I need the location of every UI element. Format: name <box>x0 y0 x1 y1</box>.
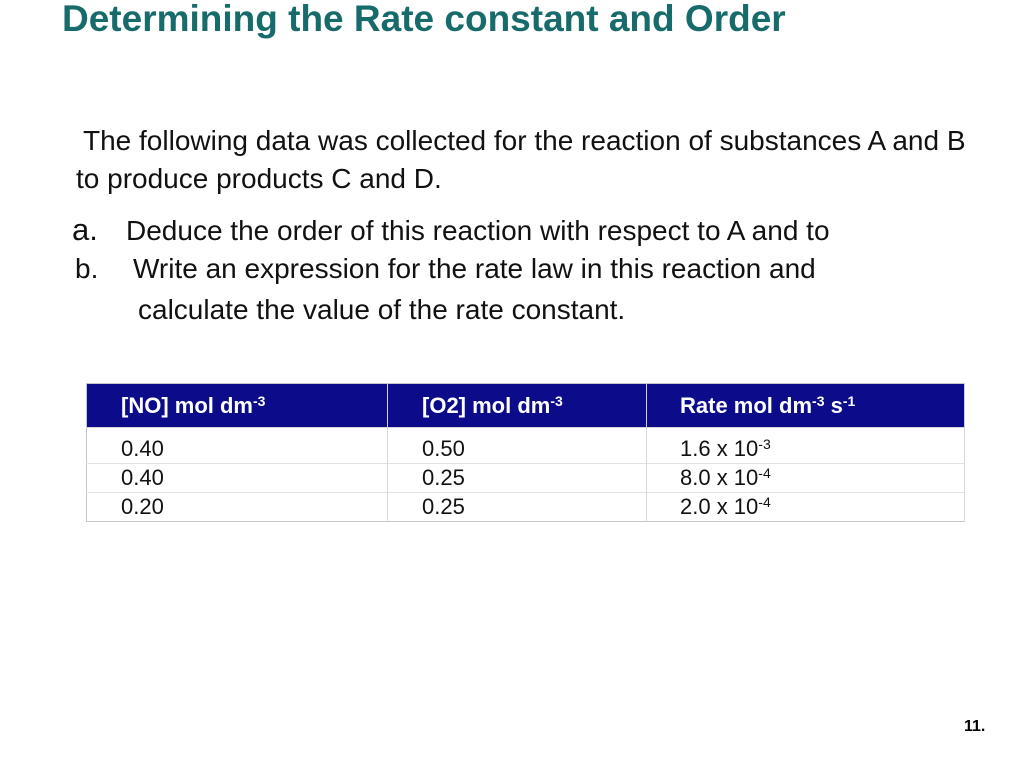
cell-o2: 0.50 <box>387 427 647 464</box>
question-a-text: Deduce the order of this reaction with r… <box>126 215 830 246</box>
question-a: a. Deduce the order of this reaction with… <box>72 211 830 250</box>
header-no-concentration: [NO] mol dm-3 <box>86 383 388 428</box>
cell-o2: 0.25 <box>387 463 647 493</box>
page-number: 11. <box>964 718 986 735</box>
question-b-continuation: calculate the value of the rate constant… <box>138 294 626 325</box>
cell-rate: 2.0 x 10-4 <box>646 492 965 522</box>
slide-title: Determining the Rate constant and Order <box>62 0 786 39</box>
cell-rate: 1.6 x 10-3 <box>646 427 965 464</box>
cell-o2: 0.25 <box>387 492 647 522</box>
intro-paragraph: The following data was collected for the… <box>76 125 966 194</box>
cell-no: 0.20 <box>86 492 388 522</box>
question-b: b. Write an expression for the rate law i… <box>75 250 816 288</box>
table-row: 0.40 0.50 1.6 x 10-3 <box>86 427 965 464</box>
cell-rate: 8.0 x 10-4 <box>646 463 965 493</box>
cell-no: 0.40 <box>86 463 388 493</box>
table-row: 0.20 0.25 2.0 x 10-4 <box>86 492 965 522</box>
table-header-row: [NO] mol dm-3 [O2] mol dm-3 Rate mol dm-… <box>86 383 965 428</box>
table-row: 0.40 0.25 8.0 x 10-4 <box>86 463 965 493</box>
question-b-marker: b. <box>75 253 99 284</box>
question-b-text: Write an expression for the rate law in … <box>133 253 816 284</box>
question-a-marker: a. <box>72 212 98 247</box>
header-rate: Rate mol dm-3 s-1 <box>646 383 965 428</box>
kinetics-data-table: [NO] mol dm-3 [O2] mol dm-3 Rate mol dm-… <box>86 383 965 522</box>
header-o2-concentration: [O2] mol dm-3 <box>387 383 647 428</box>
cell-no: 0.40 <box>86 427 388 464</box>
